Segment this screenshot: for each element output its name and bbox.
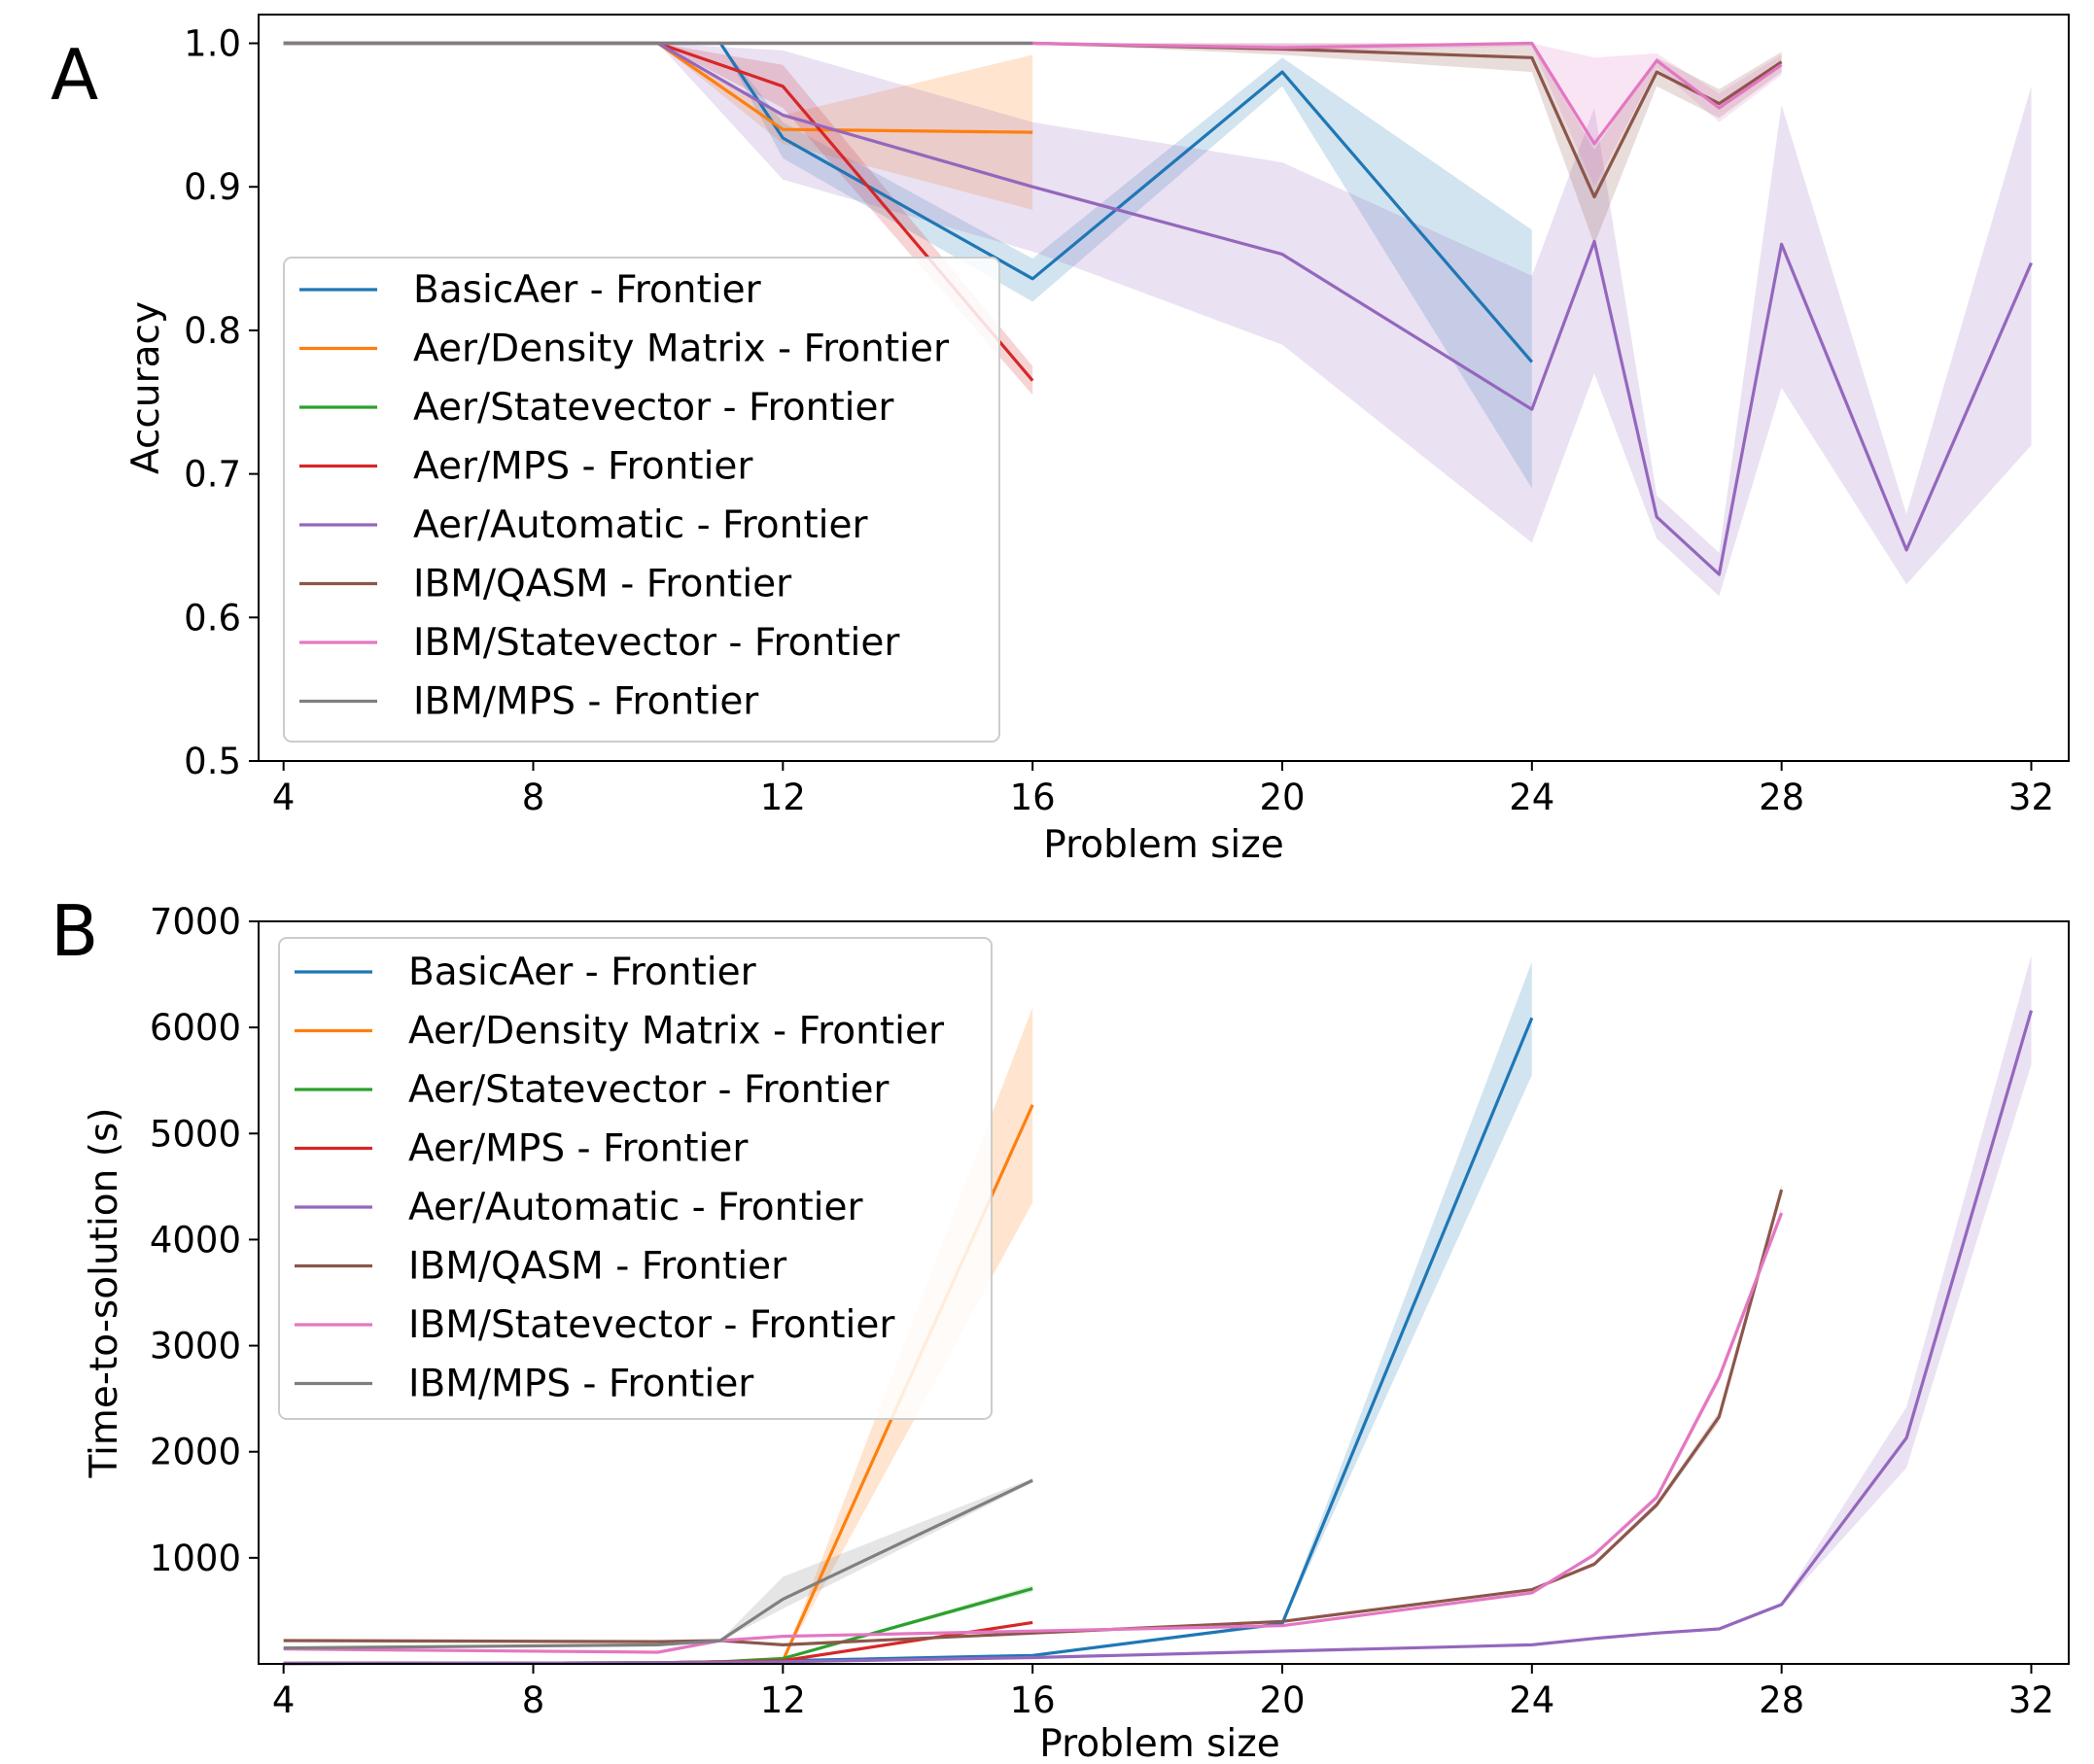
legend-entry: BasicAer - Frontier — [413, 268, 762, 312]
y-tick-label: 0.6 — [184, 597, 241, 639]
panel-b: B 4 8 12 16 20 24 28 32 1000 2000 3000 4000 5000 600… — [51, 890, 2070, 1764]
legend-entry: Aer/Density Matrix - Frontier — [413, 328, 950, 371]
legend-entry: Aer/Statevector - Frontier — [408, 1068, 890, 1112]
y-tick-label: 2000 — [150, 1432, 241, 1473]
x-tick-label: 24 — [1509, 777, 1554, 818]
y-tick-label: 1.0 — [184, 23, 241, 65]
panel-letter-b: B — [51, 890, 98, 972]
y-tick-label: 6000 — [150, 1007, 241, 1049]
legend-a: BasicAer - Frontier Aer/Density Matrix - … — [283, 257, 1000, 743]
y-tick-label: 0.9 — [184, 166, 241, 208]
x-tick-label: 20 — [1259, 1679, 1305, 1721]
legend-entry: IBM/QASM - Frontier — [413, 563, 792, 606]
band-ibm-statevector-frontier-a — [283, 43, 1782, 188]
y-tick-label: 5000 — [150, 1113, 241, 1155]
confidence-bands-a — [283, 43, 2032, 597]
x-tick-label: 28 — [1759, 777, 1804, 818]
confidence-bands-b — [283, 954, 2032, 1664]
x-tick-label: 16 — [1010, 777, 1056, 818]
legend-entry: IBM/Statevector - Frontier — [413, 621, 900, 665]
y-tick-label: 7000 — [150, 901, 241, 943]
legend-entry: BasicAer - Frontier — [408, 951, 757, 994]
y-tick-label: 0.8 — [184, 310, 241, 352]
panel-a: A 4 8 12 16 20 24 28 32 0.5 0.6 0.7 0.8 0.9 1.0 Prob… — [51, 14, 2070, 867]
series-lines-b — [283, 1010, 2034, 1666]
x-tick-label: 32 — [2008, 777, 2054, 818]
y-axis-ticks-a: 0.5 0.6 0.7 0.8 0.9 1.0 — [184, 23, 259, 782]
x-tick-label: 4 — [272, 777, 296, 818]
legend-entry: Aer/Automatic - Frontier — [413, 503, 869, 547]
x-tick-label: 32 — [2008, 1679, 2054, 1721]
x-tick-label: 12 — [760, 777, 806, 818]
x-tick-label: 4 — [272, 1679, 296, 1721]
y-tick-label: 0.7 — [184, 454, 241, 496]
legend-box — [278, 937, 993, 1420]
panel-letter-a: A — [51, 34, 98, 116]
legend-entry: IBM/MPS - Frontier — [408, 1363, 754, 1406]
x-tick-label: 20 — [1259, 777, 1305, 818]
band-aer-automatic-frontier-a — [283, 43, 2032, 597]
legend-entry: IBM/Statevector - Frontier — [408, 1303, 895, 1347]
x-tick-label: 28 — [1759, 1679, 1804, 1721]
y-tick-label: 0.5 — [184, 741, 241, 782]
y-tick-label: 3000 — [150, 1326, 241, 1367]
x-tick-label: 16 — [1010, 1679, 1056, 1721]
band-aer-density-matrix-frontier-b — [283, 1007, 1033, 1664]
band-aer-density-matrix-frontier-a — [283, 43, 1033, 210]
band-aer-mps-frontier-a — [283, 43, 1033, 396]
x-tick-label: 8 — [522, 1679, 545, 1721]
plot-frame-b — [258, 920, 2070, 1665]
y-axis-label-b: Time-to-solution (s) — [83, 1107, 126, 1478]
x-axis-ticks-b: 4 8 12 16 20 24 28 32 — [272, 1664, 2054, 1721]
legend-entry: IBM/QASM - Frontier — [408, 1245, 787, 1289]
plot-frame-a — [258, 14, 2070, 762]
x-tick-label: 24 — [1509, 1679, 1554, 1721]
line-aer-automatic-frontier-b — [283, 1010, 2034, 1666]
line-ibm-statevector-frontier-b — [283, 1212, 1784, 1654]
x-axis-label-b: Problem size — [1039, 1722, 1279, 1764]
legend-b: BasicAer - Frontier Aer/Density Matrix - … — [278, 937, 993, 1420]
legend-entry: Aer/Automatic - Frontier — [408, 1186, 864, 1229]
line-aer-automatic-frontier-a — [283, 41, 2033, 576]
legend-entry: Aer/Statevector - Frontier — [413, 386, 894, 430]
legend-entry: Aer/Density Matrix - Frontier — [408, 1010, 945, 1054]
series-lines-a — [283, 41, 2033, 576]
line-ibm-statevector-frontier-a — [283, 41, 1783, 146]
y-axis-ticks-b: 1000 2000 3000 4000 5000 6000 7000 — [150, 901, 259, 1579]
legend-entry: Aer/MPS - Frontier — [413, 445, 753, 489]
y-axis-label-a: Accuracy — [124, 301, 168, 474]
legend-entry: Aer/MPS - Frontier — [408, 1127, 749, 1171]
legend-box — [283, 257, 1000, 743]
x-tick-label: 12 — [760, 1679, 806, 1721]
x-axis-ticks-a: 4 8 12 16 20 24 28 32 — [272, 761, 2054, 818]
y-tick-label: 1000 — [150, 1538, 241, 1579]
line-ibm-mps-frontier-b — [283, 1478, 1033, 1650]
x-tick-label: 8 — [522, 777, 545, 818]
y-tick-label: 4000 — [150, 1219, 241, 1261]
x-axis-label-a: Problem size — [1043, 823, 1283, 867]
legend-entry: IBM/MPS - Frontier — [413, 680, 759, 724]
